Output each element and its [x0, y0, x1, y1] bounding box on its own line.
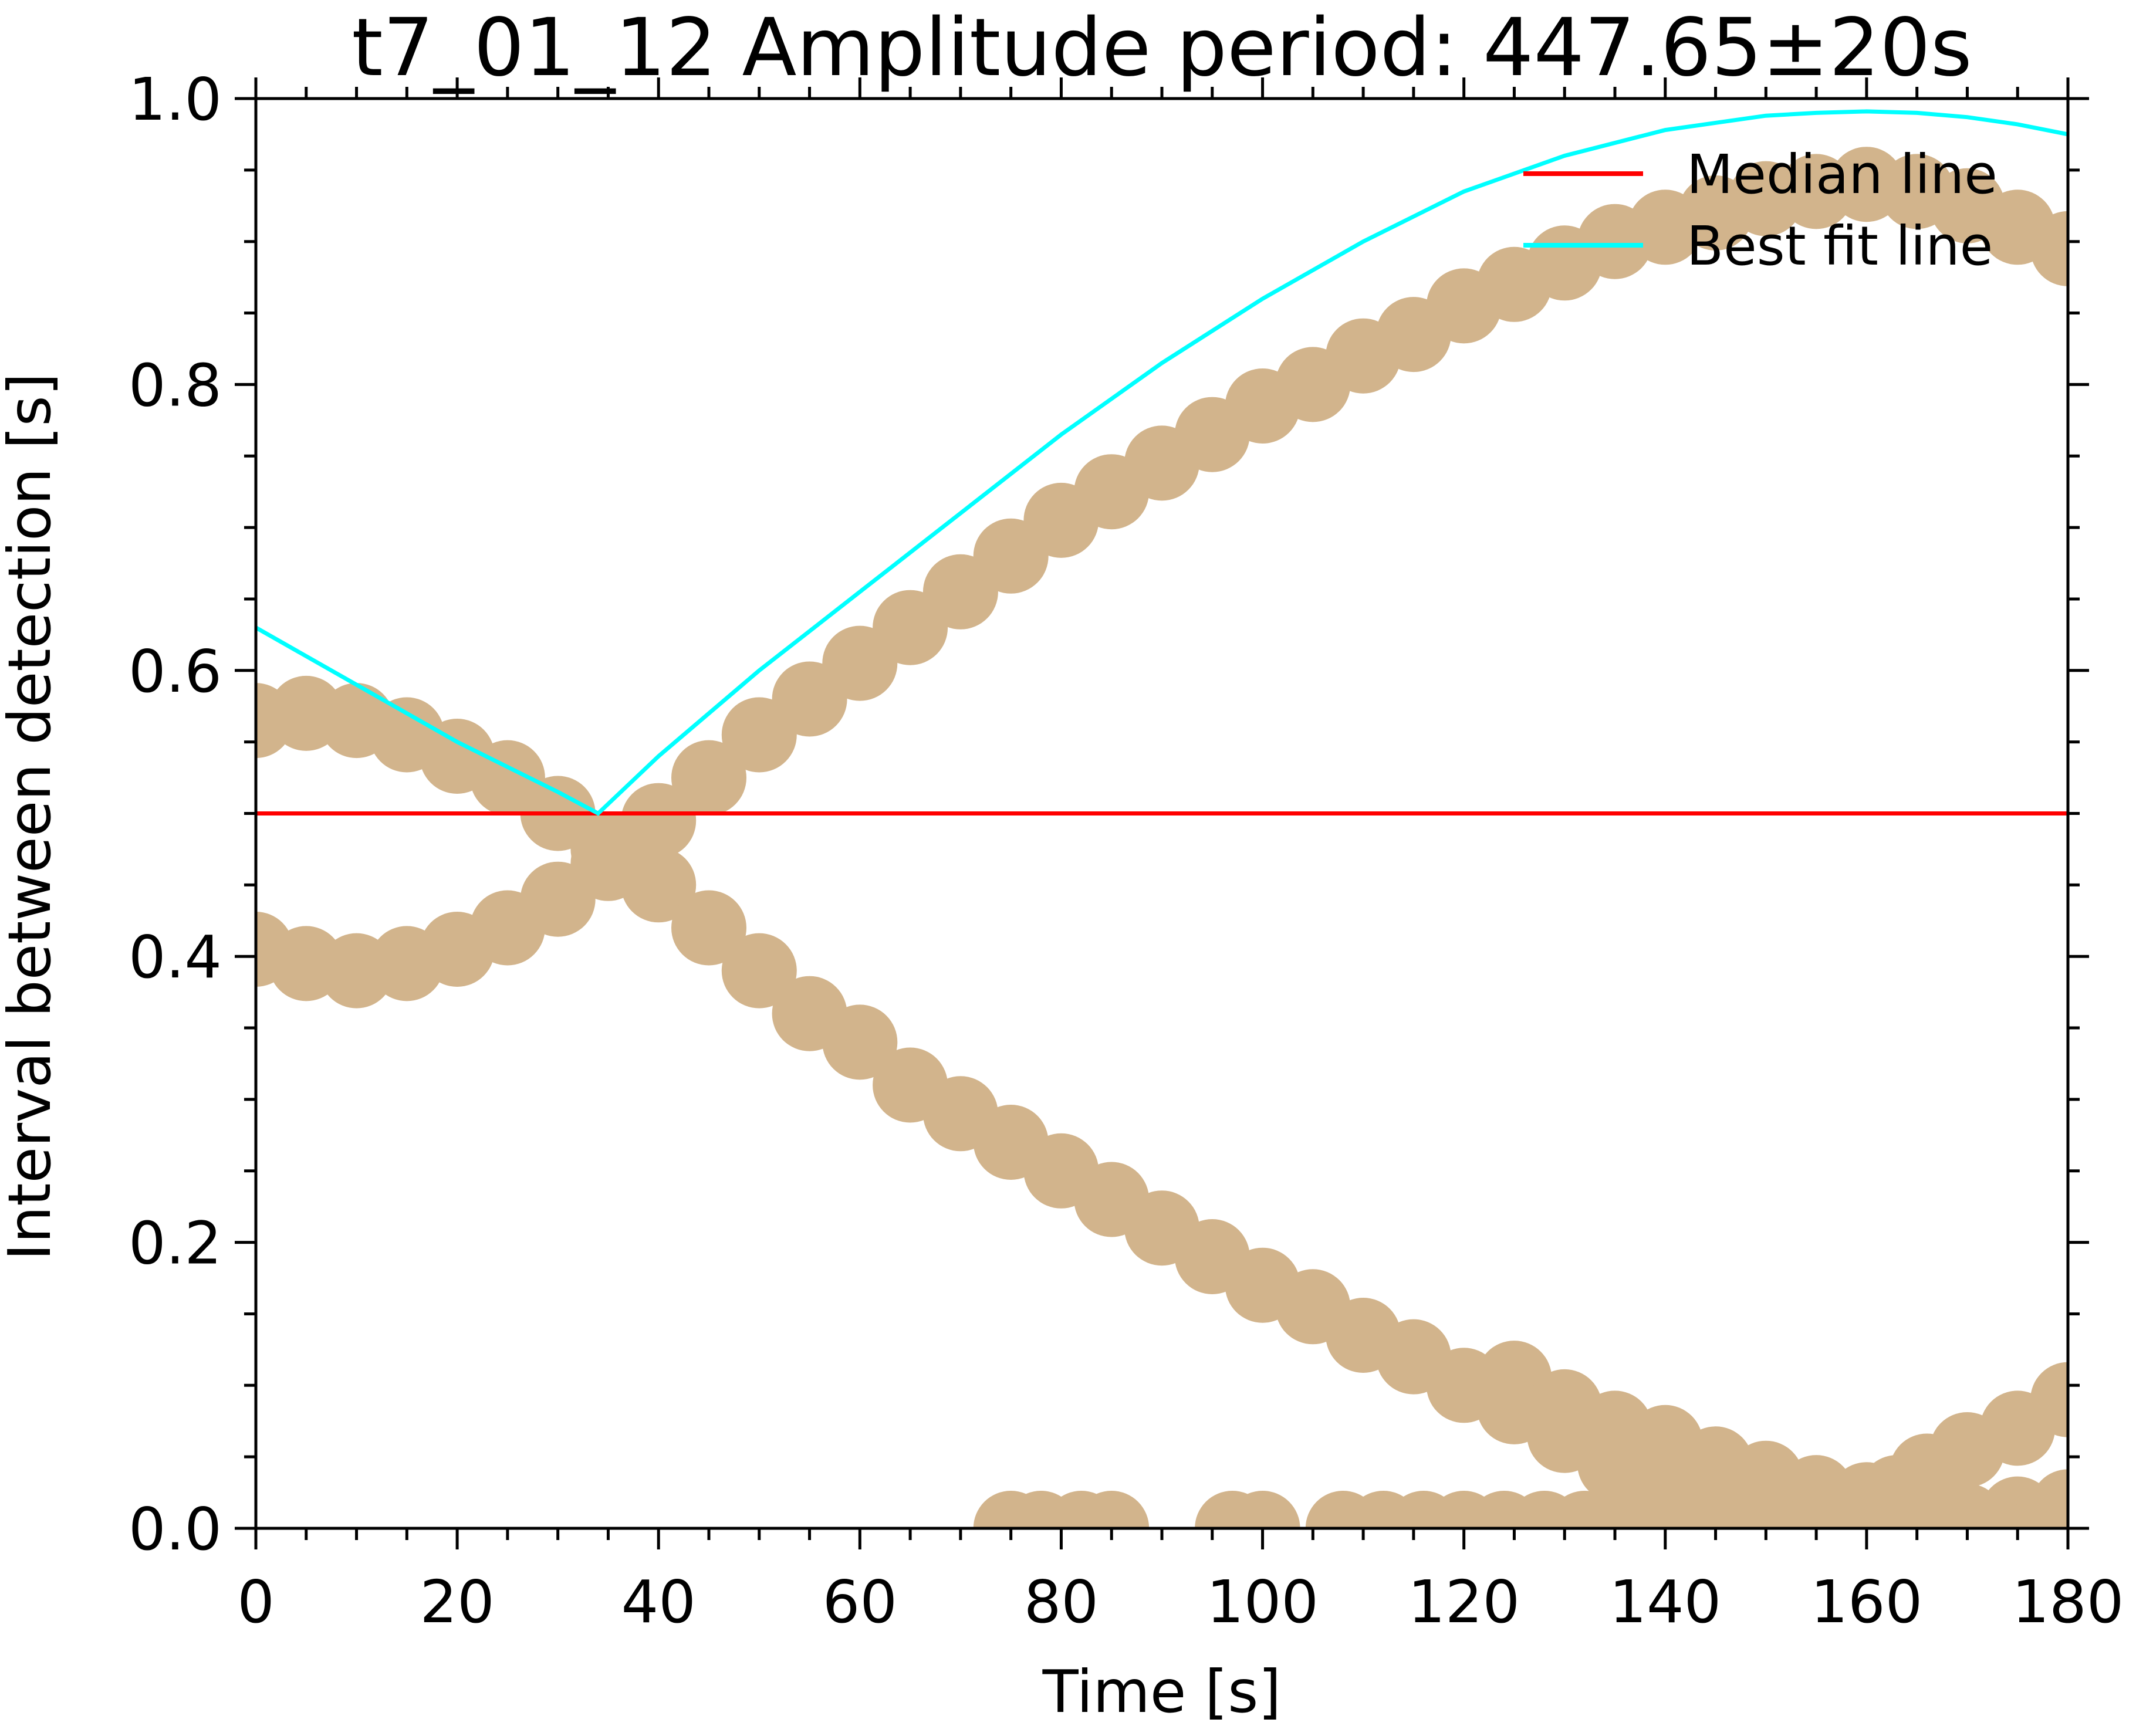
scatter-point — [721, 933, 797, 1009]
scatter-point — [570, 825, 646, 901]
scatter-point — [671, 740, 746, 815]
scatter-point — [1728, 1491, 1804, 1528]
scatter-point — [2030, 1469, 2068, 1528]
scatter-point — [2030, 1362, 2068, 1437]
scatter-series — [256, 147, 2068, 1528]
x-tick-label: 160 — [1810, 1568, 1922, 1636]
x-tick-label: 0 — [237, 1568, 275, 1636]
scatter-point — [1225, 1491, 1300, 1528]
y-tick-label: 1.0 — [129, 65, 222, 134]
x-tick-label: 140 — [1609, 1568, 1721, 1636]
y-tick-label: 0.6 — [129, 637, 222, 706]
y-axis-label: Interval between detection [s] — [0, 373, 64, 1260]
scatter-point — [621, 783, 697, 858]
legend-best-fit-line-label: Best fit line — [1687, 215, 1993, 278]
scatter-point — [1949, 1491, 2025, 1528]
scatter-point — [1074, 1491, 1150, 1528]
x-tick-label: 80 — [1024, 1568, 1099, 1636]
legend-median-line-label: Median line — [1687, 143, 1998, 206]
x-tick-label: 100 — [1206, 1568, 1319, 1636]
legend: Median line Best fit line — [1523, 143, 1998, 278]
scatter-point — [671, 890, 746, 966]
x-tick-label: 60 — [823, 1568, 897, 1636]
x-tick-label: 120 — [1408, 1568, 1520, 1636]
scatter-point — [2030, 211, 2068, 286]
y-tick-label: 0.0 — [129, 1495, 222, 1564]
scatter-point — [822, 1004, 898, 1080]
chart-title: t7_01_12 Amplitude period: 447.65±20s — [352, 2, 1972, 94]
y-tick-label: 0.2 — [129, 1209, 222, 1278]
x-axis-label: Time [s] — [1042, 1657, 1282, 1726]
x-tick-label: 40 — [621, 1568, 696, 1636]
plot-area — [256, 109, 2068, 1528]
best-fit-line-series-line — [256, 109, 2068, 816]
y-tick-label: 0.4 — [129, 923, 222, 991]
x-tick-label: 20 — [420, 1568, 494, 1636]
y-tick-label: 0.8 — [129, 351, 222, 419]
x-tick-label: 180 — [2012, 1568, 2124, 1636]
